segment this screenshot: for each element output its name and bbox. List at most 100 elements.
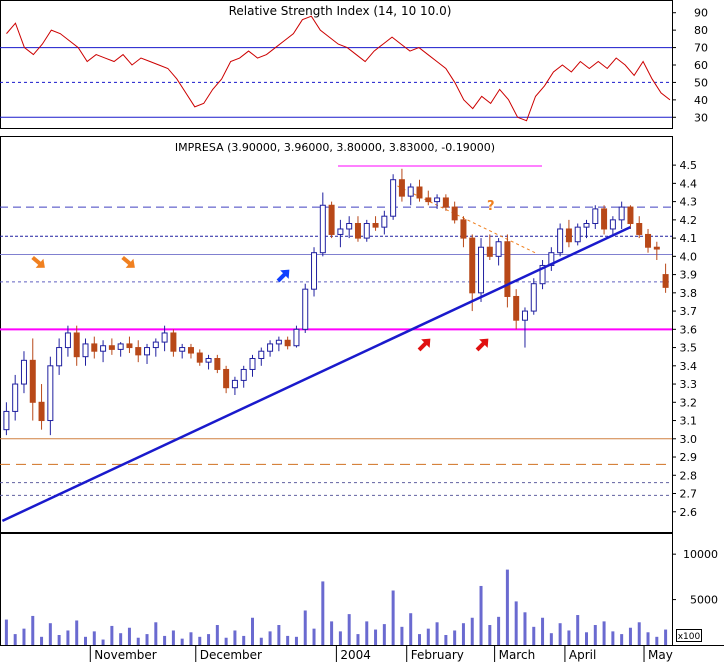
volume-bar <box>409 613 413 645</box>
candle-body <box>144 347 151 356</box>
volume-bar <box>505 569 509 645</box>
candle-body <box>196 352 203 363</box>
candle-body <box>425 197 432 203</box>
volume-bar <box>303 610 307 645</box>
candle-body <box>372 223 379 228</box>
candle-body <box>100 345 107 352</box>
volume-bar <box>655 636 659 645</box>
candle-body <box>460 219 467 239</box>
volume-bar <box>330 621 334 645</box>
price-tick-label: 3.6 <box>680 323 698 336</box>
candle-body <box>91 343 98 352</box>
volume-bar <box>40 636 44 645</box>
candle-body <box>108 345 115 350</box>
candle-body <box>126 343 133 349</box>
candle-body <box>354 223 361 239</box>
price-tick-label: 2.6 <box>680 506 698 519</box>
question-annotation: ? <box>487 199 495 214</box>
volume-bar <box>637 622 641 645</box>
candle-body <box>627 206 634 225</box>
candle-body <box>293 328 300 347</box>
volume-bar <box>453 630 457 645</box>
volume-bar <box>461 623 465 645</box>
candle-body <box>231 379 238 389</box>
annotation-layer <box>31 255 489 352</box>
volume-bar <box>558 623 562 645</box>
volume-bar <box>92 631 96 645</box>
candle-body <box>56 347 63 367</box>
candle-body <box>311 252 318 290</box>
orange-arrow-2-shape <box>121 255 135 268</box>
volume-bar <box>145 634 149 645</box>
price-tick-label: 3.8 <box>680 287 698 300</box>
candle-body <box>258 350 265 360</box>
candle-body <box>565 228 572 243</box>
candle-body <box>618 206 625 221</box>
price-tick-label: 3.0 <box>680 433 698 446</box>
candle-body <box>469 237 476 294</box>
x-axis-label: March <box>499 648 536 662</box>
volume-bar <box>259 637 263 645</box>
red-arrow-2-shape <box>475 338 489 352</box>
volume-bar <box>321 581 325 645</box>
volume-bar <box>444 635 448 645</box>
volume-bar <box>611 631 615 645</box>
price-tick-label: 3.7 <box>680 305 698 318</box>
volume-bar <box>233 630 237 645</box>
volume-bar <box>242 635 246 645</box>
volume-bar <box>365 621 369 645</box>
price-tick-label: 2.8 <box>680 469 698 482</box>
volume-bar <box>84 636 87 645</box>
volume-bar <box>154 622 158 645</box>
candle-body <box>662 274 669 288</box>
x-axis-label: December <box>200 648 262 662</box>
volume-bar <box>180 638 184 645</box>
volume-bar <box>356 634 360 645</box>
price-tick-label: 4.3 <box>680 196 698 209</box>
volume-bar <box>207 634 211 645</box>
candle-body <box>486 246 493 257</box>
volume-bar <box>163 635 167 645</box>
price-tick-label: 4.0 <box>680 250 698 263</box>
price-tick-label: 3.4 <box>680 360 698 373</box>
rsi-layer: 90 80 70 60 50 40 30 <box>0 7 708 124</box>
volume-bar <box>251 617 254 645</box>
candle-body <box>504 241 511 297</box>
rsi-tick-label: 80 <box>694 24 708 37</box>
volume-bar <box>110 625 114 645</box>
candle-body <box>275 339 282 345</box>
red-arrow-1 <box>417 338 431 352</box>
volume-bar <box>31 615 35 645</box>
volume-bar <box>426 628 430 645</box>
volume-bar <box>585 632 588 645</box>
x-axis-label: 2004 <box>340 648 371 662</box>
candle-body <box>495 241 502 257</box>
price-caption: IMPRESA (3.90000, 3.96000, 3.80000, 3.83… <box>175 141 495 154</box>
rsi-tick-label: 90 <box>694 7 708 20</box>
candle-body <box>152 341 159 349</box>
volume-bar <box>48 623 52 645</box>
volume-bar <box>391 590 395 645</box>
volume-bar <box>4 619 8 645</box>
candle-body <box>583 223 590 228</box>
axis-layer: November December 2004 February March April Ma… <box>89 645 673 662</box>
price-tick-label: 3.2 <box>680 396 698 409</box>
volume-bar <box>13 634 17 645</box>
price-tick-label: 4.4 <box>680 177 698 190</box>
volume-bar <box>312 628 316 645</box>
rsi-tick-label: 70 <box>694 42 708 55</box>
candle-body <box>187 347 194 354</box>
candle-body <box>645 233 652 248</box>
candle-body <box>205 358 212 363</box>
volume-bar <box>294 636 298 645</box>
volume-bar <box>75 620 79 645</box>
candle-body <box>64 332 71 349</box>
candle-body <box>38 401 45 422</box>
candle-body <box>73 332 80 358</box>
price-tick-label: 4.2 <box>680 214 698 227</box>
volume-bar <box>549 633 553 645</box>
candle-body <box>337 228 344 235</box>
volume-bar <box>418 634 421 645</box>
candle-body <box>249 358 256 370</box>
